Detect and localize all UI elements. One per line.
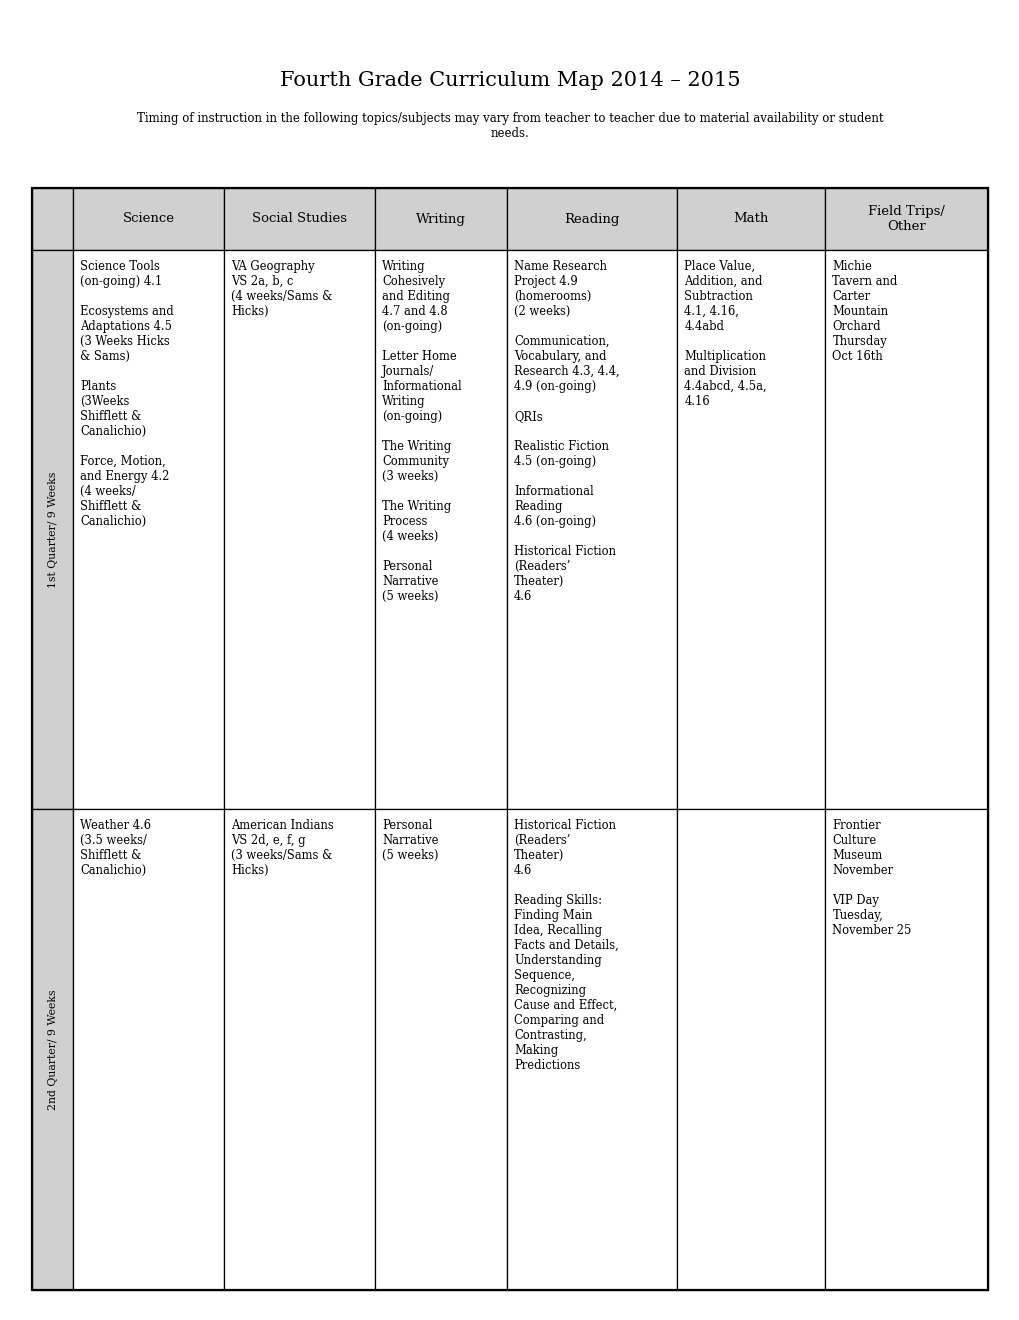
Bar [32, 809, 73, 1290]
Text: Field Trips/
Other: Field Trips/ Other [867, 205, 945, 234]
Text: Weather 4.6
(3.5 weeks/
Shifflett &
Canalichio): Weather 4.6 (3.5 weeks/ Shifflett & Cana… [81, 818, 151, 876]
Bar [224, 809, 375, 1290]
Bar [677, 809, 824, 1290]
Bar [375, 809, 506, 1290]
Text: Social Studies: Social Studies [252, 213, 346, 226]
Text: Personal
Narrative
(5 weeks): Personal Narrative (5 weeks) [382, 818, 438, 862]
Text: Writing
Cohesively
and Editing
4.7 and 4.8
(on-going)

Letter Home
Journals/
Inf: Writing Cohesively and Editing 4.7 and 4… [382, 260, 462, 603]
Bar [224, 187, 375, 249]
Text: Frontier
Culture
Museum
November

VIP Day
Tuesday,
November 25: Frontier Culture Museum November VIP Day… [832, 818, 911, 937]
Text: Science Tools
(on-going) 4.1

Ecosystems and
Adaptations 4.5
(3 Weeks Hicks
& Sa: Science Tools (on-going) 4.1 Ecosystems … [81, 260, 173, 528]
Text: Math: Math [733, 213, 768, 226]
Bar [677, 187, 824, 249]
Bar [506, 809, 677, 1290]
Bar [824, 249, 987, 809]
Text: Reading: Reading [564, 213, 620, 226]
Text: Name Research
Project 4.9
(homerooms)
(2 weeks)

Communication,
Vocabulary, and
: Name Research Project 4.9 (homerooms) (2… [514, 260, 620, 603]
Bar [824, 187, 987, 249]
Text: Science: Science [122, 213, 174, 226]
Bar [32, 187, 987, 1290]
Text: American Indians
VS 2d, e, f, g
(3 weeks/Sams &
Hicks): American Indians VS 2d, e, f, g (3 weeks… [231, 818, 333, 876]
Bar [224, 249, 375, 809]
Text: Fourth Grade Curriculum Map 2014 – 2015: Fourth Grade Curriculum Map 2014 – 2015 [279, 70, 740, 90]
Text: 2nd Quarter/ 9 Weeks: 2nd Quarter/ 9 Weeks [48, 989, 57, 1110]
Bar [32, 187, 73, 249]
Text: VA Geography
VS 2a, b, c
(4 weeks/Sams &
Hicks): VA Geography VS 2a, b, c (4 weeks/Sams &… [231, 260, 332, 318]
Bar [375, 187, 506, 249]
Text: Michie
Tavern and
Carter
Mountain
Orchard
Thursday
Oct 16th: Michie Tavern and Carter Mountain Orchar… [832, 260, 897, 363]
Bar [824, 809, 987, 1290]
Text: Writing: Writing [416, 213, 466, 226]
Text: Historical Fiction
(Readers’
Theater)
4.6

Reading Skills:
Finding Main
Idea, Re: Historical Fiction (Readers’ Theater) 4.… [514, 818, 619, 1072]
Text: Timing of instruction in the following topics/subjects may vary from teacher to : Timing of instruction in the following t… [137, 112, 882, 140]
Bar [73, 249, 224, 809]
Bar [73, 187, 224, 249]
Bar [677, 249, 824, 809]
Bar [73, 809, 224, 1290]
Text: 1st Quarter/ 9 Weeks: 1st Quarter/ 9 Weeks [48, 471, 57, 587]
Text: Place Value,
Addition, and
Subtraction
4.1, 4.16,
4.4abd

Multiplication
and Div: Place Value, Addition, and Subtraction 4… [684, 260, 766, 408]
Bar [506, 187, 677, 249]
Bar [375, 249, 506, 809]
Bar [506, 249, 677, 809]
Bar [32, 249, 73, 809]
